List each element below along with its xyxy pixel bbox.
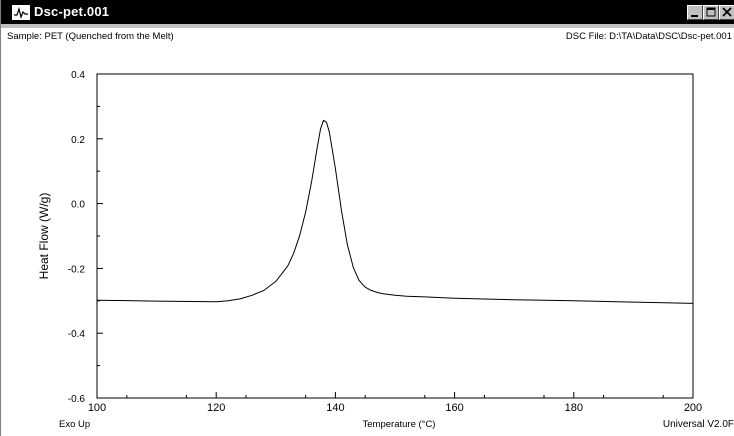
dsc-plot-icon <box>12 5 30 20</box>
heat-flow-curve <box>96 119 694 304</box>
y-tick-label: 0.2 <box>71 135 85 146</box>
sample-label: Sample: PET (Quenched from the Melt) <box>7 31 174 42</box>
plot-frame <box>96 73 694 399</box>
y-tick-label: 0.0 <box>71 200 85 211</box>
maximize-button[interactable] <box>703 5 719 20</box>
y-tick-label: -0.2 <box>68 264 86 275</box>
y-tick-label: -0.4 <box>68 329 86 340</box>
close-button[interactable] <box>719 5 734 20</box>
x-tick-label: 180 <box>565 402 583 414</box>
maximize-icon <box>706 7 716 17</box>
y-axis-label: Heat Flow (W/g) <box>37 193 51 280</box>
x-axis-label: Temperature (°C) <box>363 419 436 430</box>
minimize-icon <box>691 15 698 17</box>
close-icon <box>722 7 732 17</box>
y-tick-label: -0.6 <box>68 394 86 405</box>
x-tick-label: 100 <box>88 402 106 414</box>
title-bar[interactable]: Dsc-pet.001 <box>1 0 734 28</box>
x-tick-label: 200 <box>684 402 702 414</box>
minimize-button[interactable] <box>687 5 703 20</box>
exo-up-label: Exo Up <box>59 419 90 430</box>
window-title: Dsc-pet.001 <box>34 4 110 19</box>
x-tick-label: 120 <box>207 402 225 414</box>
version-label: Universal V2.0F <box>663 419 734 430</box>
file-label: DSC File: D:\TA\Data\DSC\Dsc-pet.001 <box>565 31 732 42</box>
x-tick-label: 160 <box>445 402 463 414</box>
y-tick-label: 0.4 <box>71 70 85 81</box>
x-tick-label: 140 <box>326 402 344 414</box>
